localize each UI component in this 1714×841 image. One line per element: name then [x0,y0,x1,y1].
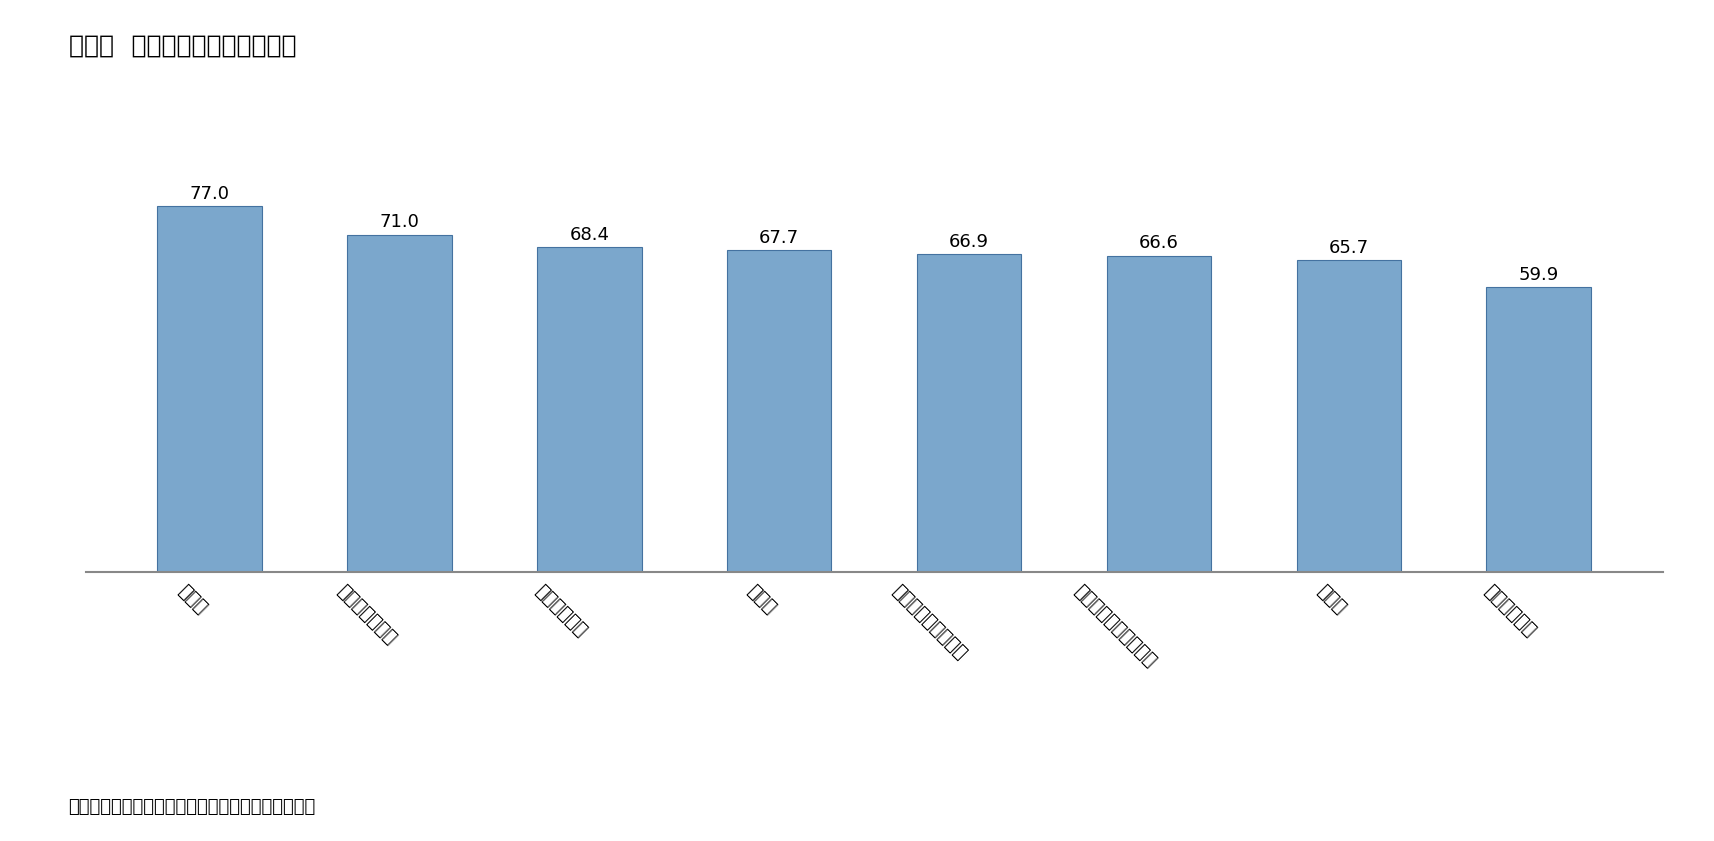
Text: 66.6: 66.6 [1140,235,1179,252]
Bar [1486,288,1591,572]
Bar [1296,260,1400,572]
Text: 77.0: 77.0 [190,185,230,203]
Text: 65.7: 65.7 [1328,239,1369,257]
Bar [158,206,262,572]
Bar [348,235,452,572]
Text: 68.4: 68.4 [569,225,610,244]
Text: 資料）リアルメーターのホームページから筆者作成: 資料）リアルメーターのホームページから筆者作成 [69,798,315,816]
Text: 71.0: 71.0 [379,214,420,231]
Text: 59.9: 59.9 [1519,266,1558,284]
Text: 67.7: 67.7 [759,229,799,247]
Bar [1107,256,1212,572]
Text: 66.9: 66.9 [950,233,989,251]
Bar [536,247,641,572]
Bar [917,254,1022,572]
Bar [727,251,831,572]
Text: 図表２  地域別不買運動の参加率: 図表２ 地域別不買運動の参加率 [69,34,297,58]
